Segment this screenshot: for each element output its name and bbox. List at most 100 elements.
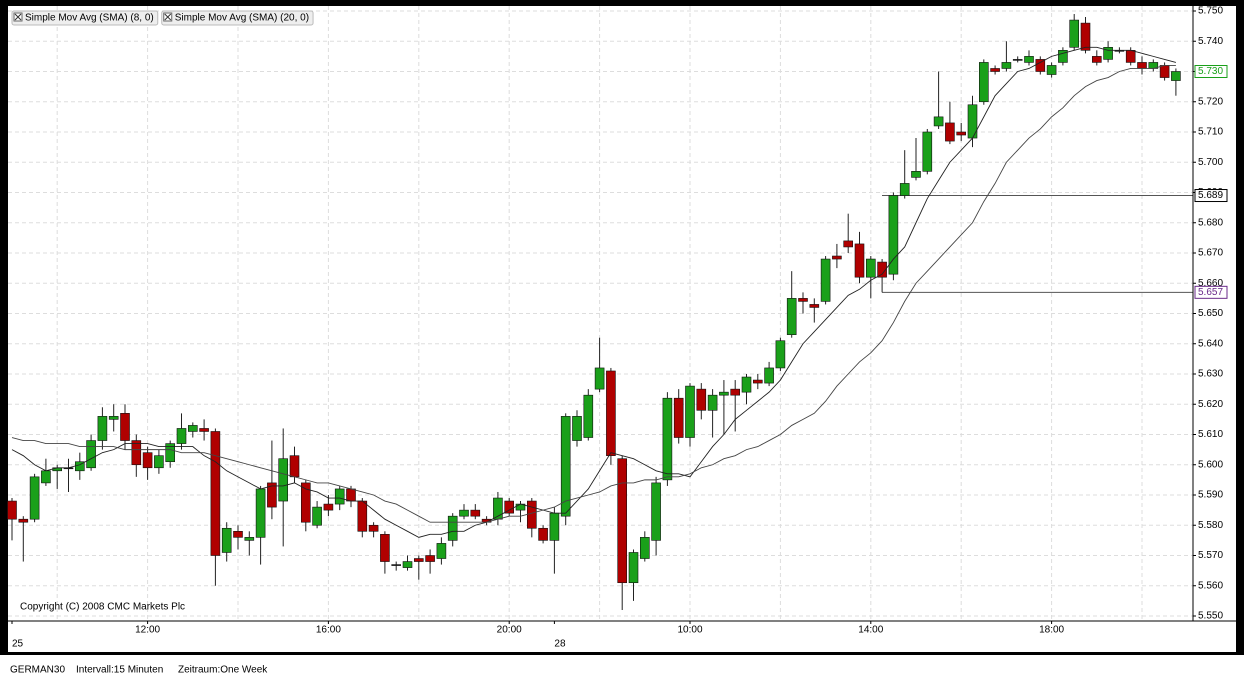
candle-body xyxy=(933,116,944,127)
y-tick-label: 5.580 xyxy=(1198,520,1223,531)
candle-body xyxy=(413,558,424,562)
candle-body xyxy=(956,131,967,136)
y-tick-label: 5.620 xyxy=(1198,399,1223,410)
price-line-label: 5.689 xyxy=(1198,190,1223,201)
copyright: Copyright (C) 2008 CMC Markets Plc xyxy=(20,602,185,613)
candle-body xyxy=(978,62,989,103)
last-price-label: 5.730 xyxy=(1198,66,1223,77)
candle-body xyxy=(402,561,413,568)
candle-body xyxy=(357,500,368,532)
candle-body xyxy=(165,443,175,463)
y-tick-label: 5.610 xyxy=(1198,429,1223,440)
legend-check xyxy=(164,13,172,21)
candle-body xyxy=(346,488,356,502)
candle-body xyxy=(447,515,458,541)
footer-period: Zeitraum:One Week xyxy=(178,665,268,675)
candle-body xyxy=(662,397,673,481)
y-tick-label: 5.550 xyxy=(1198,611,1223,622)
candle-body xyxy=(1001,62,1012,69)
footer-symbol: GERMAN30 xyxy=(10,665,65,675)
candle-body xyxy=(176,428,187,444)
candle-body xyxy=(7,500,17,520)
x-tick-label: 14:00 xyxy=(858,625,883,636)
candle-body xyxy=(719,391,729,396)
candle-body xyxy=(899,183,910,196)
candle-body xyxy=(752,379,763,384)
candle-body xyxy=(334,488,345,505)
candle-body xyxy=(1024,56,1034,63)
candle-body xyxy=(673,397,684,438)
candle-body xyxy=(425,555,435,562)
candle-body xyxy=(221,527,232,553)
candle-body xyxy=(1058,50,1068,63)
candle-body xyxy=(1159,65,1170,78)
candle-body xyxy=(436,543,447,559)
grid xyxy=(8,6,1193,621)
candle-body xyxy=(255,488,266,538)
y-tick-label: 5.680 xyxy=(1198,217,1223,228)
candle-body xyxy=(391,564,402,566)
y-tick-label: 5.720 xyxy=(1198,96,1223,107)
y-tick-label: 5.590 xyxy=(1198,490,1223,501)
y-tick-label: 5.640 xyxy=(1198,338,1223,349)
candle-body xyxy=(504,500,515,514)
candle-body xyxy=(29,476,40,520)
candle-body xyxy=(323,503,334,511)
candle-body xyxy=(888,195,899,275)
y-tick-label: 5.700 xyxy=(1198,157,1223,168)
candle-body xyxy=(1171,71,1181,81)
price-line-box xyxy=(1194,189,1228,203)
candle-body xyxy=(854,243,865,278)
candle-body xyxy=(560,416,571,517)
sma-line xyxy=(11,46,1177,538)
candle-body xyxy=(18,518,29,523)
candle-body xyxy=(244,537,255,541)
candle-body xyxy=(786,298,797,335)
candle-body xyxy=(1012,59,1023,61)
candle-body xyxy=(922,131,933,172)
y-tick-label: 5.570 xyxy=(1198,550,1223,561)
candle-body xyxy=(97,416,108,441)
candle-body xyxy=(1080,22,1091,51)
candle-body xyxy=(380,534,390,562)
candle-body xyxy=(764,367,774,384)
candle-body xyxy=(583,394,594,438)
candle-body xyxy=(470,509,481,517)
x-tick-label: 25 xyxy=(12,639,24,650)
candle-body xyxy=(685,385,695,438)
candle-body xyxy=(188,425,198,432)
candle-body xyxy=(154,455,164,469)
candle-body xyxy=(1125,50,1136,63)
legend-check xyxy=(14,13,22,21)
candle-body xyxy=(108,416,119,420)
candle-body xyxy=(312,506,322,526)
candle-body xyxy=(945,122,955,142)
legend-entry: Simple Mov Avg (SMA) (20, 0) xyxy=(161,10,314,26)
x-tick-label: 20:00 xyxy=(497,625,522,636)
legend-label: Simple Mov Avg (SMA) (20, 0) xyxy=(175,13,309,24)
y-tick-label: 5.740 xyxy=(1198,36,1223,47)
legend-bg xyxy=(11,10,159,26)
marks xyxy=(7,14,1193,610)
candle-body xyxy=(696,388,707,411)
candle-body xyxy=(1035,59,1046,72)
candle-body xyxy=(809,304,820,308)
candle-body xyxy=(741,376,752,393)
legend-label: Simple Mov Avg (SMA) (8, 0) xyxy=(25,13,154,24)
candle-body xyxy=(639,537,650,559)
candle-body xyxy=(233,530,243,538)
y-tick-label: 5.710 xyxy=(1198,127,1223,138)
x-tick-label: 18:00 xyxy=(1039,625,1064,636)
price-line-box xyxy=(1194,285,1228,299)
candle-body xyxy=(278,458,289,502)
y-tick-label: 5.600 xyxy=(1198,459,1223,470)
candle-body xyxy=(1103,46,1113,60)
price-line-label: 5.657 xyxy=(1198,287,1223,298)
candle-body xyxy=(526,500,537,529)
x-tick-label: 10:00 xyxy=(677,625,702,636)
candle-body xyxy=(594,367,605,390)
candle-body xyxy=(199,428,209,432)
candle-body xyxy=(820,258,831,302)
y-tick-label: 5.650 xyxy=(1198,308,1223,319)
